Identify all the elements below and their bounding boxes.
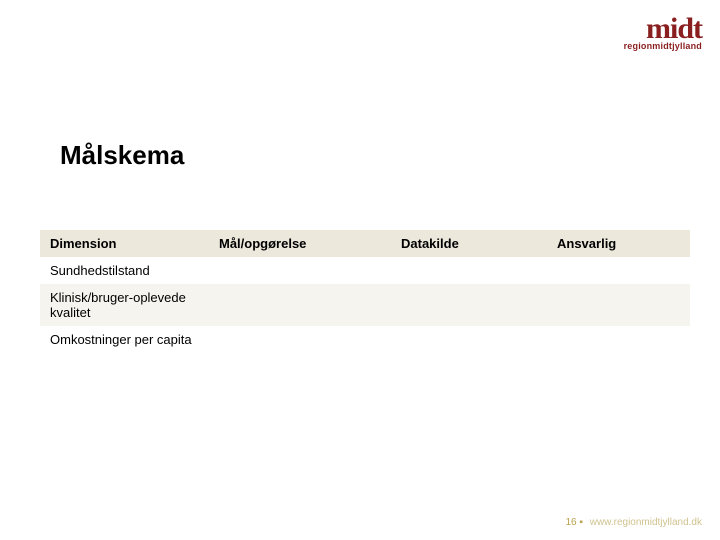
cell-dimension: Omkostninger per capita	[40, 326, 209, 353]
table-header-row: Dimension Mål/opgørelse Datakilde Ansvar…	[40, 230, 690, 257]
cell-maal	[209, 257, 391, 284]
logo-main-text: midt	[624, 14, 702, 44]
cell-datakilde	[391, 284, 547, 326]
footer-url: www.regionmidtjylland.dk	[590, 517, 702, 528]
cell-datakilde	[391, 257, 547, 284]
col-header-datakilde: Datakilde	[391, 230, 547, 257]
cell-ansvarlig	[547, 284, 690, 326]
footer-separator: ▪	[579, 517, 583, 528]
cell-datakilde	[391, 326, 547, 353]
col-header-ansvarlig: Ansvarlig	[547, 230, 690, 257]
table-row: Omkostninger per capita	[40, 326, 690, 353]
cell-dimension: Sundhedstilstand	[40, 257, 209, 284]
cell-maal	[209, 284, 391, 326]
table-row: Klinisk/bruger-oplevede kvalitet	[40, 284, 690, 326]
brand-logo: midt regionmidtjylland	[624, 14, 702, 51]
page-number: 16	[565, 517, 576, 528]
logo-sub-text: regionmidtjylland	[624, 42, 702, 51]
col-header-maal: Mål/opgørelse	[209, 230, 391, 257]
slide-title: Målskema	[60, 140, 184, 171]
cell-ansvarlig	[547, 257, 690, 284]
goal-schema-table: Dimension Mål/opgørelse Datakilde Ansvar…	[40, 230, 690, 353]
cell-maal	[209, 326, 391, 353]
cell-ansvarlig	[547, 326, 690, 353]
slide-footer: 16 ▪ www.regionmidtjylland.dk	[565, 517, 702, 528]
cell-dimension: Klinisk/bruger-oplevede kvalitet	[40, 284, 209, 326]
col-header-dimension: Dimension	[40, 230, 209, 257]
table-row: Sundhedstilstand	[40, 257, 690, 284]
